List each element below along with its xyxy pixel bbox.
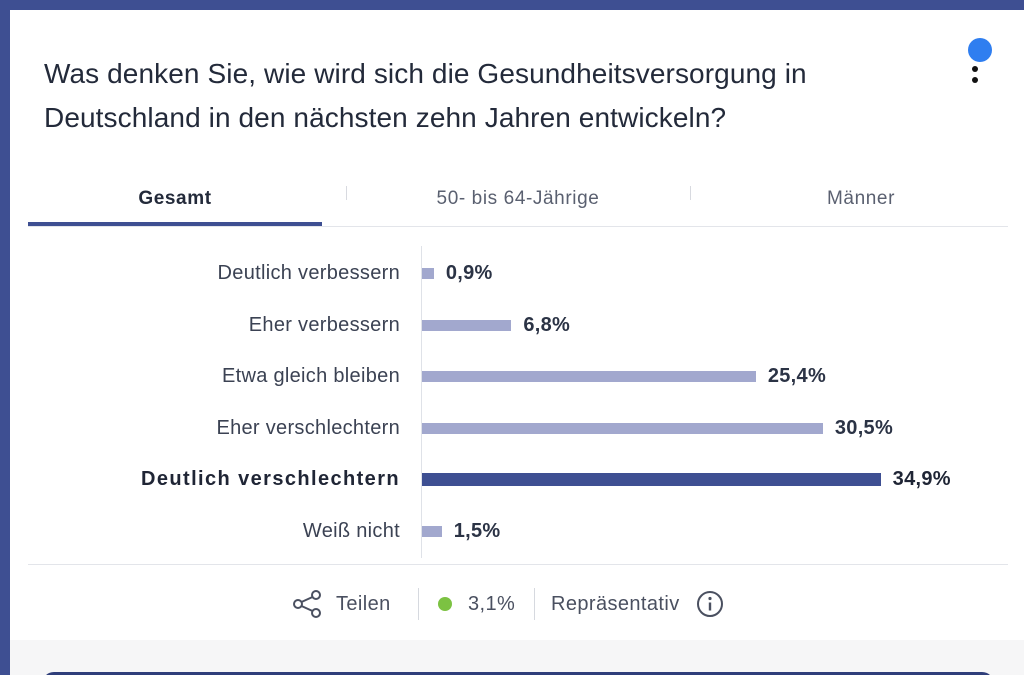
poll-footer: Teilen 3,1% Repräsentativ: [10, 584, 1024, 624]
result-row: Etwa gleich bleiben 25,4%: [10, 361, 1010, 391]
result-bar: [422, 422, 823, 434]
poll-card: Was denken Sie, wie wird sich die Gesund…: [10, 10, 1024, 675]
result-label: Weiß nicht: [302, 519, 400, 542]
tab-gesamt[interactable]: Gesamt: [138, 188, 212, 209]
result-label: Eher verbessern: [248, 313, 400, 336]
active-tab-indicator: [28, 222, 322, 226]
notification-dot: [968, 38, 992, 62]
chart-axis-line: [421, 246, 422, 558]
result-value: 30,5%: [834, 416, 894, 439]
next-card-header: [42, 672, 994, 675]
result-bar: [422, 319, 512, 331]
share-button[interactable]: Teilen: [292, 584, 391, 624]
poll-question: Was denken Sie, wie wird sich die Gesund…: [44, 58, 807, 133]
status-dot: [438, 597, 452, 611]
tab-50-64[interactable]: 50- bis 64-Jährige: [436, 188, 600, 209]
result-bar: [422, 371, 756, 382]
frame-top-border: [0, 0, 1024, 10]
result-label: Deutlich verbessern: [217, 262, 400, 284]
tab-maenner[interactable]: Männer: [826, 188, 896, 209]
result-row: Deutlich verschlechtern 34,9%: [10, 464, 1010, 494]
next-card-area: [10, 640, 1024, 675]
result-label: Eher verschlechtern: [216, 416, 400, 439]
result-label: Etwa gleich bleiben: [221, 365, 400, 387]
share-label: Teilen: [336, 592, 391, 615]
result-value: 25,4%: [767, 365, 827, 387]
results-chart: Deutlich verbessern 0,9% Eher verbessern 6,…: [10, 240, 1024, 560]
result-value: 34,9%: [892, 468, 951, 490]
tab-separator: [690, 186, 691, 200]
result-row: Weiß nicht 1,5%: [10, 516, 1010, 546]
frame-left-border: [0, 0, 10, 675]
error-margin: 3,1%: [438, 584, 515, 624]
more-options-icon[interactable]: [969, 66, 981, 94]
representative-info[interactable]: Repräsentativ: [551, 584, 724, 624]
info-icon: [696, 590, 724, 618]
tab-separator: [346, 186, 347, 200]
result-row: Eher verbessern 6,8%: [10, 310, 1010, 340]
result-value: 0,9%: [445, 262, 493, 284]
error-margin-value: 3,1%: [468, 592, 516, 615]
result-value: 6,8%: [523, 313, 571, 336]
result-value: 1,5%: [453, 519, 501, 542]
result-label: Deutlich verschlechtern: [141, 468, 400, 490]
footer-separator: [534, 588, 535, 620]
result-row: Eher verschlechtern 30,5%: [10, 413, 1010, 443]
segment-tabs: Gesamt 50- bis 64-Jährige Männer: [28, 172, 1008, 227]
result-bar: [422, 525, 442, 537]
result-row: Deutlich verbessern 0,9%: [10, 258, 1010, 288]
footer-separator: [418, 588, 419, 620]
result-bar: [422, 473, 881, 486]
share-icon: [292, 590, 322, 618]
representative-label: Repräsentativ: [551, 592, 680, 615]
footer-divider: [28, 564, 1008, 565]
result-bar: [422, 268, 434, 279]
